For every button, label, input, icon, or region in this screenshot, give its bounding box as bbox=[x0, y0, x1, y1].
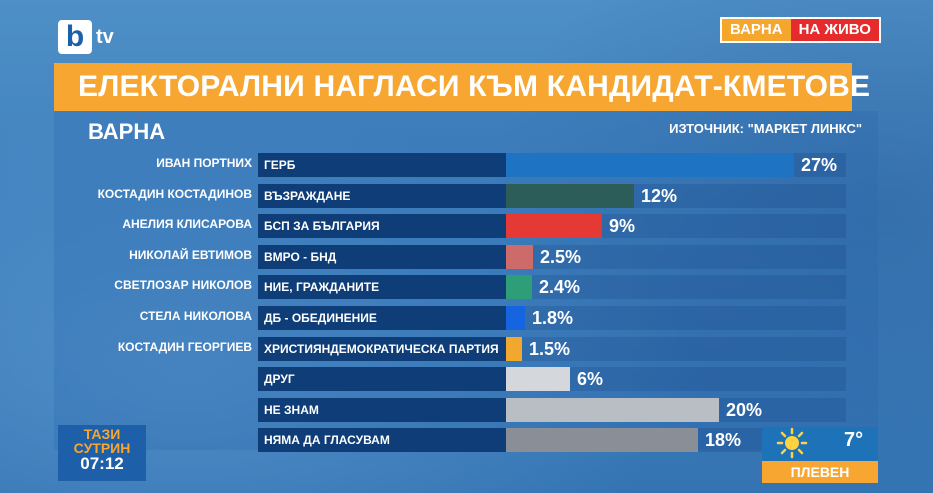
value-label: 18% bbox=[705, 430, 742, 450]
value-label: 2.5% bbox=[540, 247, 582, 267]
logo-suffix: tv bbox=[96, 25, 114, 48]
value-label: 2.4% bbox=[539, 277, 581, 297]
live-badge: ВАРНА НА ЖИВО bbox=[720, 17, 881, 43]
value-label: 12% bbox=[641, 186, 678, 206]
party-label: НЕ ЗНАМ bbox=[258, 398, 506, 422]
bar bbox=[506, 275, 532, 299]
value-label: 20% bbox=[726, 400, 763, 420]
temperature: 7° bbox=[844, 429, 864, 451]
bar-track bbox=[506, 337, 846, 361]
chart-row: КОСТАДИН ГЕОРГИЕВ ХРИСТИЯНДЕМОКРАТИЧЕСКА … bbox=[0, 337, 933, 361]
party-label: НИЕ, ГРАЖДАНИТЕ bbox=[258, 275, 506, 299]
candidate-label: НИКОЛАЙ ЕВТИМОВ bbox=[129, 248, 252, 262]
party-label: ДБ - ОБЕДИНЕНИЕ bbox=[258, 306, 506, 330]
bar bbox=[506, 367, 570, 391]
value-label: 1.5% bbox=[529, 339, 571, 359]
party-label: ДРУГ bbox=[258, 367, 506, 391]
bar-track bbox=[506, 275, 846, 299]
live-city: ВАРНА bbox=[722, 19, 791, 41]
chart-title: ЕЛЕКТОРАЛНИ НАГЛАСИ КЪМ КАНДИДАТ-КМЕТОВЕ bbox=[54, 63, 870, 111]
value-label: 9% bbox=[609, 216, 636, 236]
candidate-label: СВЕТЛОЗАР НИКОЛОВ bbox=[114, 278, 252, 292]
chart-row: НИКОЛАЙ ЕВТИМОВ ВМРО - БНД 2.5% bbox=[0, 245, 933, 269]
bar bbox=[506, 337, 522, 361]
show-time-box: ТАЗИ СУТРИН 07:12 bbox=[58, 425, 146, 481]
party-label: ВМРО - БНД bbox=[258, 245, 506, 269]
show-time: 07:12 bbox=[80, 454, 124, 473]
party-label: ВЪЗРАЖДАНЕ bbox=[258, 184, 506, 208]
value-label: 27% bbox=[801, 155, 838, 175]
sun-icon bbox=[776, 427, 808, 459]
value-label: 6% bbox=[577, 369, 604, 389]
bar bbox=[506, 306, 525, 330]
party-label: ХРИСТИЯНДЕМОКРАТИЧЕСКА ПАРТИЯ bbox=[258, 337, 506, 361]
chart-row: ИВАН ПОРТНИХ ГЕРБ 27% bbox=[0, 153, 933, 177]
live-status: НА ЖИВО bbox=[790, 19, 879, 41]
bar-track bbox=[506, 306, 846, 330]
chart-row: НЕ ЗНАМ 20% bbox=[0, 398, 933, 422]
candidate-label: КОСТАДИН КОСТАДИНОВ bbox=[97, 187, 252, 201]
chart-row: СВЕТЛОЗАР НИКОЛОВ НИЕ, ГРАЖДАНИТЕ 2.4% bbox=[0, 275, 933, 299]
weather-city: ПЛЕВЕН bbox=[762, 461, 878, 483]
bar-track bbox=[506, 245, 846, 269]
show-name: ТАЗИ СУТРИН bbox=[73, 426, 131, 456]
value-label: 1.8% bbox=[532, 308, 574, 328]
candidate-label: АНЕЛИЯ КЛИСАРОВА bbox=[122, 217, 252, 231]
candidate-label: КОСТАДИН ГЕОРГИЕВ bbox=[117, 340, 252, 354]
party-label: БСП ЗА БЪЛГАРИЯ bbox=[258, 214, 506, 238]
logo-letter: b bbox=[58, 20, 92, 54]
btv-logo: b tv bbox=[58, 20, 114, 54]
bar bbox=[506, 184, 634, 208]
party-label: НЯМА ДА ГЛАСУВАМ bbox=[258, 428, 506, 452]
bar bbox=[506, 398, 719, 422]
chart-row: ДРУГ 6% bbox=[0, 367, 933, 391]
chart-row: КОСТАДИН КОСТАДИНОВ ВЪЗРАЖДАНЕ 12% bbox=[0, 184, 933, 208]
chart-row: АНЕЛИЯ КЛИСАРОВА БСП ЗА БЪЛГАРИЯ 9% bbox=[0, 214, 933, 238]
bar bbox=[506, 153, 794, 177]
source-label: ИЗТОЧНИК: "МАРКЕТ ЛИНКС" bbox=[669, 121, 862, 136]
bar bbox=[506, 428, 698, 452]
weather-widget: 7° ПЛЕВЕН bbox=[762, 427, 878, 483]
chart-subtitle: ВАРНА bbox=[88, 119, 166, 144]
bar bbox=[506, 245, 533, 269]
candidate-label: ИВАН ПОРТНИХ bbox=[156, 156, 252, 170]
candidate-label: СТЕЛА НИКОЛОВА bbox=[139, 309, 252, 323]
bar bbox=[506, 214, 602, 238]
party-label: ГЕРБ bbox=[258, 153, 506, 177]
chart-row: СТЕЛА НИКОЛОВА ДБ - ОБЕДИНЕНИЕ 1.8% bbox=[0, 306, 933, 330]
